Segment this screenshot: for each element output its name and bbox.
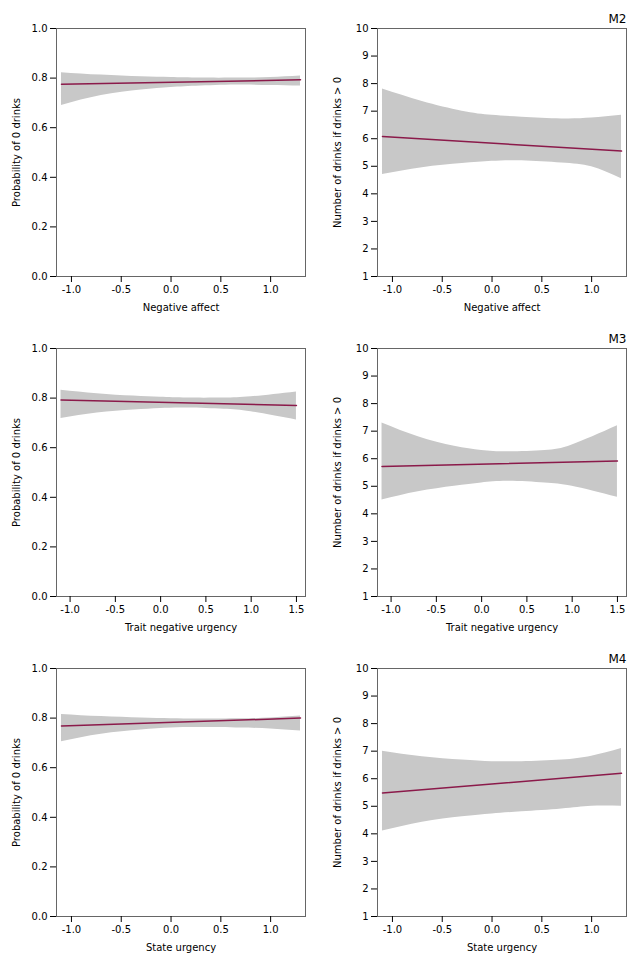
svg-text:0.0: 0.0 (32, 591, 48, 602)
svg-text:Probability of 0 drinks: Probability of 0 drinks (11, 98, 22, 207)
svg-text:6: 6 (362, 133, 368, 144)
svg-text:8: 8 (362, 78, 368, 89)
svg-text:10: 10 (356, 663, 369, 674)
svg-text:-1.0: -1.0 (60, 604, 80, 615)
svg-text:1.0: 1.0 (32, 343, 48, 354)
svg-text:0.0: 0.0 (32, 911, 48, 922)
svg-text:0.5: 0.5 (213, 924, 229, 935)
svg-text:-1.0: -1.0 (381, 604, 401, 615)
svg-text:1.0: 1.0 (584, 284, 600, 295)
svg-text:0.0: 0.0 (484, 924, 500, 935)
svg-text:0.2: 0.2 (32, 541, 48, 552)
svg-text:3: 3 (362, 216, 368, 227)
svg-text:0.0: 0.0 (484, 284, 500, 295)
svg-text:9: 9 (362, 370, 368, 381)
svg-text:-1.0: -1.0 (62, 284, 82, 295)
svg-text:0.4: 0.4 (32, 492, 48, 503)
svg-text:0.2: 0.2 (32, 861, 48, 872)
svg-text:2: 2 (362, 243, 368, 254)
svg-text:M2: M2 (609, 12, 627, 26)
svg-text:-0.5: -0.5 (111, 924, 131, 935)
svg-text:8: 8 (362, 718, 368, 729)
svg-text:4: 4 (362, 828, 368, 839)
svg-text:Number of drinks if drinks > 0: Number of drinks if drinks > 0 (332, 717, 343, 868)
svg-text:-0.5: -0.5 (427, 604, 447, 615)
svg-text:1.5: 1.5 (288, 604, 304, 615)
svg-text:10: 10 (356, 23, 369, 34)
svg-text:1.5: 1.5 (609, 604, 625, 615)
svg-text:0.2: 0.2 (32, 221, 48, 232)
svg-text:0.8: 0.8 (32, 712, 48, 723)
svg-text:-1.0: -1.0 (383, 284, 403, 295)
svg-text:0.5: 0.5 (534, 924, 550, 935)
svg-text:Number of drinks if drinks > 0: Number of drinks if drinks > 0 (332, 397, 343, 548)
svg-text:3: 3 (362, 856, 368, 867)
svg-text:-1.0: -1.0 (383, 924, 403, 935)
svg-text:0.4: 0.4 (32, 812, 48, 823)
svg-text:Probability of 0 drinks: Probability of 0 drinks (11, 418, 22, 527)
svg-text:7: 7 (362, 105, 368, 116)
svg-text:0.5: 0.5 (519, 604, 535, 615)
svg-text:6: 6 (362, 773, 368, 784)
svg-text:0.8: 0.8 (32, 72, 48, 83)
svg-text:1: 1 (362, 911, 368, 922)
svg-text:9: 9 (362, 690, 368, 701)
svg-text:1.0: 1.0 (32, 23, 48, 34)
svg-text:1.0: 1.0 (263, 924, 279, 935)
svg-text:Negative affect: Negative affect (464, 302, 541, 313)
svg-text:-1.0: -1.0 (62, 924, 82, 935)
svg-text:M3: M3 (609, 332, 627, 346)
svg-text:5: 5 (362, 800, 368, 811)
svg-text:4: 4 (362, 188, 368, 199)
svg-text:State urgency: State urgency (146, 942, 216, 953)
svg-text:0.0: 0.0 (32, 271, 48, 282)
svg-text:0.5: 0.5 (198, 604, 214, 615)
svg-text:-0.5: -0.5 (432, 284, 452, 295)
svg-text:-0.5: -0.5 (111, 284, 131, 295)
svg-text:4: 4 (362, 508, 368, 519)
svg-text:0.6: 0.6 (32, 762, 48, 773)
svg-text:5: 5 (362, 480, 368, 491)
svg-text:0.5: 0.5 (213, 284, 229, 295)
svg-text:0.0: 0.0 (163, 284, 179, 295)
svg-text:0.6: 0.6 (32, 122, 48, 133)
svg-text:3: 3 (362, 536, 368, 547)
svg-text:1.0: 1.0 (243, 604, 259, 615)
svg-text:2: 2 (362, 563, 368, 574)
svg-text:-0.5: -0.5 (106, 604, 126, 615)
svg-text:1.0: 1.0 (263, 284, 279, 295)
svg-text:Number of drinks if drinks > 0: Number of drinks if drinks > 0 (332, 77, 343, 228)
svg-text:0.6: 0.6 (32, 442, 48, 453)
svg-text:0.0: 0.0 (153, 604, 169, 615)
svg-text:1: 1 (362, 591, 368, 602)
svg-text:1.0: 1.0 (32, 663, 48, 674)
svg-text:1: 1 (362, 271, 368, 282)
svg-text:6: 6 (362, 453, 368, 464)
svg-text:7: 7 (362, 425, 368, 436)
svg-text:0.0: 0.0 (474, 604, 490, 615)
svg-text:7: 7 (362, 745, 368, 756)
svg-text:0.8: 0.8 (32, 392, 48, 403)
svg-text:0.5: 0.5 (534, 284, 550, 295)
svg-text:2: 2 (362, 883, 368, 894)
svg-text:1.0: 1.0 (584, 924, 600, 935)
svg-text:8: 8 (362, 398, 368, 409)
svg-text:Trait negative urgency: Trait negative urgency (124, 622, 237, 633)
svg-text:Negative affect: Negative affect (143, 302, 220, 313)
svg-text:Trait negative urgency: Trait negative urgency (445, 622, 558, 633)
svg-text:-0.5: -0.5 (432, 924, 452, 935)
svg-text:State urgency: State urgency (467, 942, 537, 953)
svg-text:Probability of 0 drinks: Probability of 0 drinks (11, 738, 22, 847)
svg-text:0.0: 0.0 (163, 924, 179, 935)
svg-text:10: 10 (356, 343, 369, 354)
svg-text:1.0: 1.0 (564, 604, 580, 615)
svg-text:0.4: 0.4 (32, 172, 48, 183)
svg-text:M4: M4 (609, 652, 627, 666)
svg-text:9: 9 (362, 50, 368, 61)
svg-text:5: 5 (362, 160, 368, 171)
